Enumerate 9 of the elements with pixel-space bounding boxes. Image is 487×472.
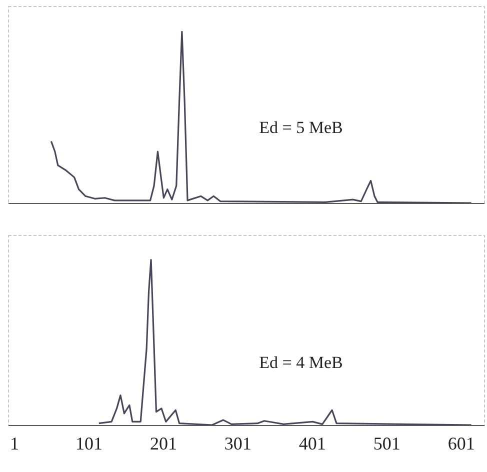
x-tick-label: 601 xyxy=(448,434,475,454)
x-tick-label: 401 xyxy=(298,434,326,454)
annotation: Ed = 5 MeB xyxy=(259,118,343,137)
x-tick-label: 201 xyxy=(150,434,177,454)
x-tick-label: 501 xyxy=(373,434,400,454)
x-tick-label: 1 xyxy=(10,434,19,454)
x-tick-label: 301 xyxy=(224,434,252,454)
annotation: Ed = 4 MeB xyxy=(259,353,343,372)
x-tick-label: 101 xyxy=(75,434,102,454)
